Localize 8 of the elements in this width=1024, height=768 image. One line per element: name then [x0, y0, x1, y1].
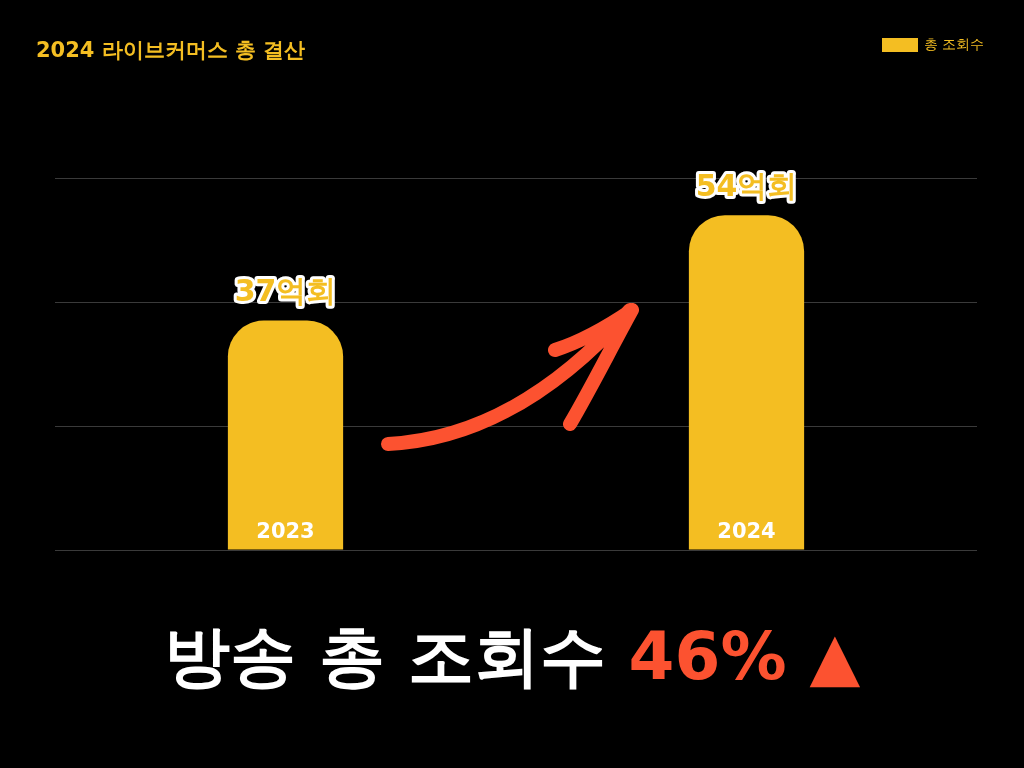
- data-label: 37억회: [234, 273, 337, 309]
- text: 방송 총 조회수: [163, 618, 606, 695]
- data-label: 54억회: [695, 168, 798, 203]
- x-tick-label: 2023: [256, 519, 315, 544]
- text: 46% ▲: [628, 618, 861, 695]
- chart-title: 2024 라이브커머스 총 결산: [36, 37, 306, 64]
- legend-label: 총 조회수: [923, 36, 984, 54]
- x-tick-label: 2024: [717, 519, 776, 544]
